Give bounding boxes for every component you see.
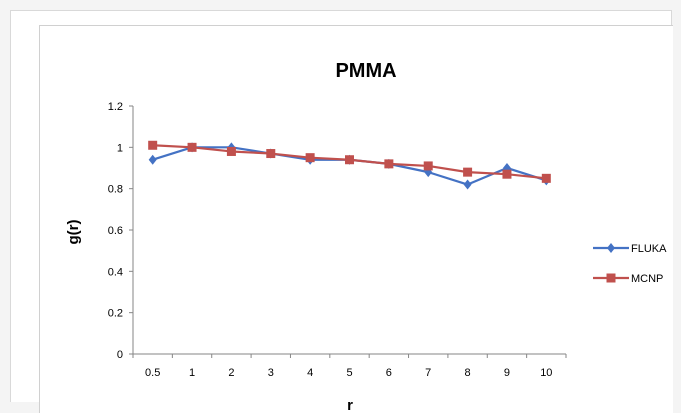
x-tick-label: 10	[540, 367, 552, 379]
data-point	[541, 173, 551, 183]
data-point	[148, 154, 157, 165]
y-tick-label: 1	[117, 142, 123, 154]
data-point	[345, 155, 354, 165]
data-point	[305, 153, 315, 163]
x-tick-label: 5	[346, 367, 352, 379]
data-point	[463, 179, 472, 190]
data-point	[266, 149, 276, 159]
y-tick-label: 0.6	[108, 225, 123, 237]
series-line	[152, 146, 547, 186]
y-axis-label: g(r)	[65, 220, 82, 245]
x-tick-label: 1	[189, 367, 195, 379]
x-tick-label: 4	[307, 367, 313, 379]
legend-label: MCNP	[631, 273, 663, 285]
x-tick-marks	[132, 354, 567, 358]
series-mcnp	[148, 140, 551, 183]
y-tick-label: 0	[117, 349, 123, 361]
legend-item-fluka: FLUKA	[593, 243, 667, 255]
x-tick-label: 0.5	[145, 367, 160, 379]
x-tick-label: 9	[504, 367, 510, 379]
x-tick-labels: 0.5 1 2 3 4 5 6 7 8 9 10	[145, 367, 552, 379]
chart-area: PMMA 0 0.2 0.4 0.6 0.8 1 1.2 0.5 1 2 3 4 5 6 7 8 9 10 g(…	[39, 25, 673, 413]
y-tick-label: 1.2	[108, 101, 123, 113]
legend: FLUKA MCNP	[593, 243, 667, 285]
data-point	[463, 167, 473, 177]
y-tick-labels: 0 0.2 0.4 0.6 0.8 1 1.2	[108, 101, 123, 361]
line-chart: PMMA 0 0.2 0.4 0.6 0.8 1 1.2 0.5 1 2 3 4 5 6 7 8 9 10 g(…	[65, 60, 667, 413]
y-tick-label: 0.2	[108, 308, 123, 320]
data-point	[502, 169, 512, 179]
chart-frame: PMMA 0 0.2 0.4 0.6 0.8 1 1.2 0.5 1 2 3 4 5 6 7 8 9 10 g(…	[10, 10, 673, 413]
y-tick-label: 0.4	[108, 266, 123, 278]
data-point	[148, 140, 158, 150]
chart-title: PMMA	[335, 60, 396, 82]
data-point	[226, 146, 236, 156]
data-point	[423, 161, 433, 171]
y-tick-label: 0.8	[108, 184, 123, 196]
legend-marker	[606, 273, 616, 283]
data-point	[384, 159, 394, 169]
data-point	[187, 142, 197, 152]
x-axis-label: r	[347, 397, 353, 413]
x-tick-label: 8	[465, 367, 471, 379]
series-layer	[148, 140, 551, 190]
legend-label: FLUKA	[631, 243, 667, 255]
legend-item-mcnp: MCNP	[593, 273, 663, 285]
x-tick-label: 3	[268, 367, 274, 379]
x-tick-label: 6	[386, 367, 392, 379]
legend-marker	[607, 243, 615, 253]
y-tick-marks	[129, 105, 133, 355]
x-tick-label: 7	[425, 367, 431, 379]
x-tick-label: 2	[228, 367, 234, 379]
